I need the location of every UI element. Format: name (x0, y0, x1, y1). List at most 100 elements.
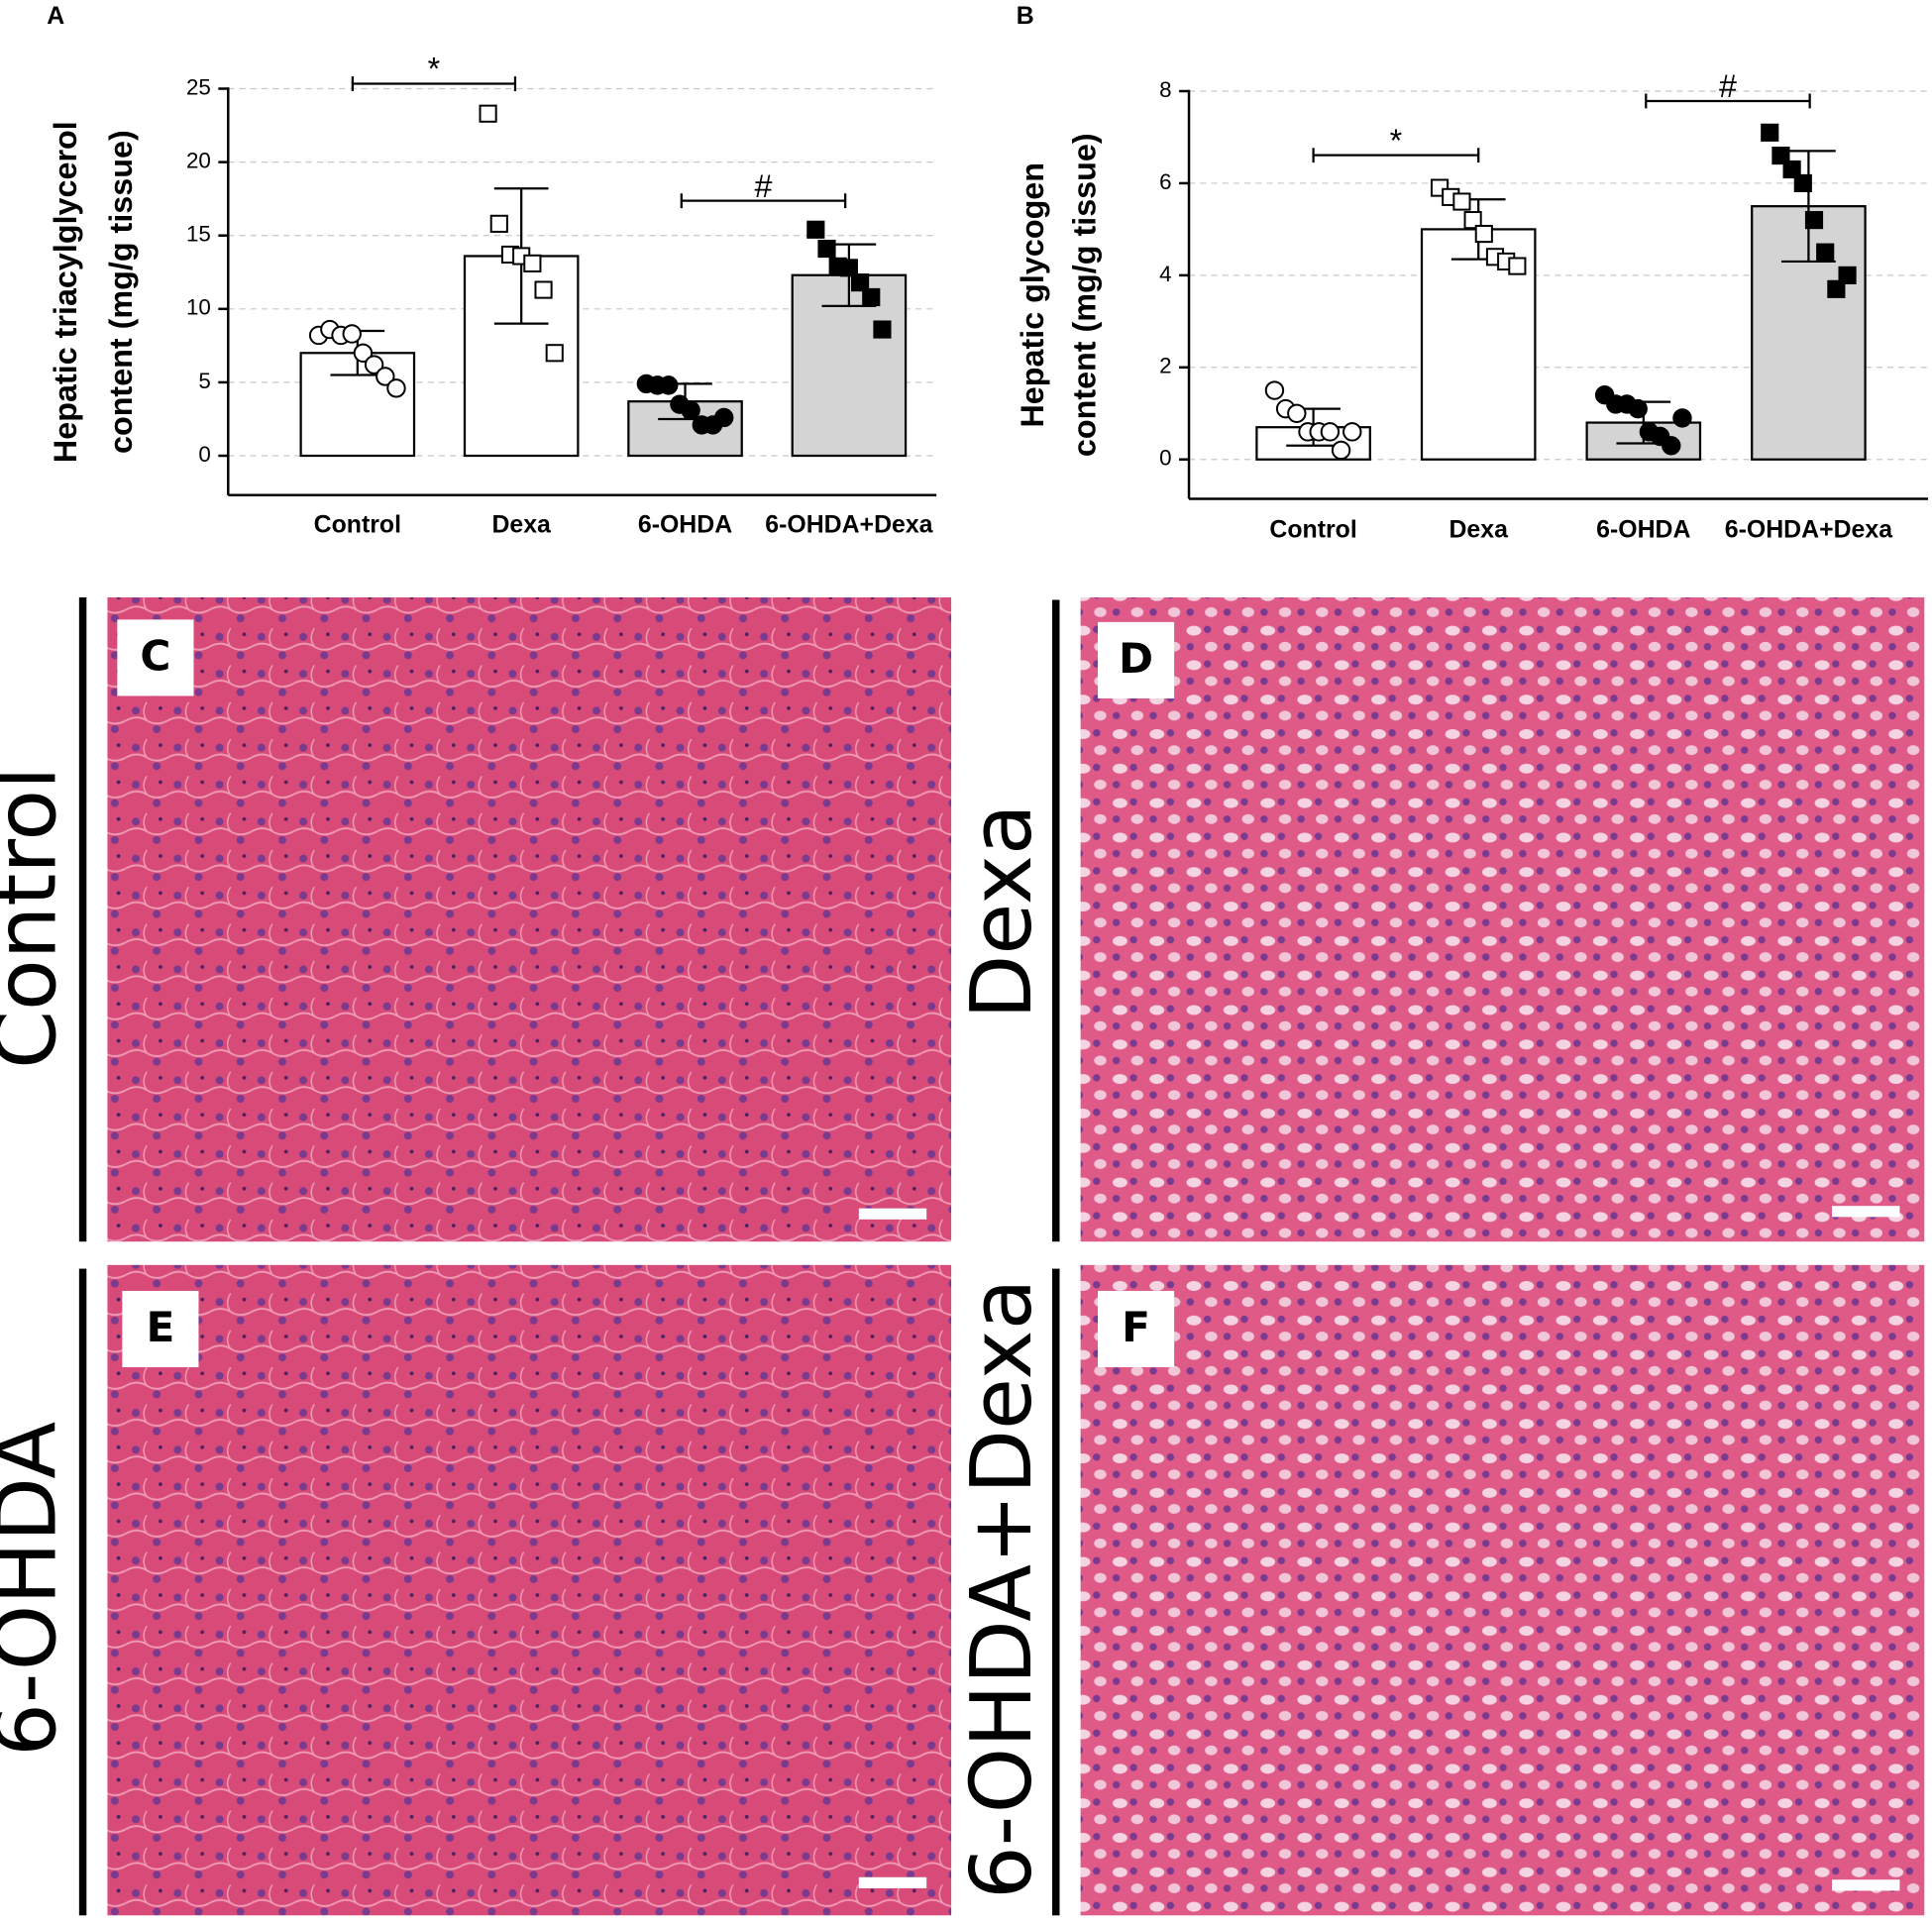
data-point (386, 378, 406, 398)
data-point (1838, 266, 1857, 284)
x-tick-label: Dexa (1449, 515, 1508, 543)
data-point (1816, 243, 1835, 262)
y-tick-label: 2 (1159, 354, 1171, 378)
data-point (1672, 408, 1692, 428)
data-point (534, 280, 553, 299)
data-point (342, 324, 362, 344)
data-point (1804, 211, 1824, 230)
panel-label: A (47, 2, 64, 30)
data-point (364, 355, 384, 374)
data-point (839, 259, 858, 277)
histology-image (107, 596, 952, 1242)
data-point (851, 273, 870, 292)
data-point (817, 239, 836, 259)
panel-letter: F (1122, 1303, 1150, 1351)
x-tick-label: 6-OHDA (1596, 515, 1690, 543)
x-tick-label: Control (314, 510, 401, 538)
y-tick-label: 15 (186, 222, 211, 247)
y-axis-label: content (mg/g tissue) (103, 130, 139, 454)
data-point (1827, 279, 1846, 298)
scale-bar (858, 1208, 927, 1220)
significance-bracket (351, 76, 517, 92)
significance-mark: # (754, 168, 772, 204)
significance-mark: # (1719, 68, 1737, 104)
group-bar (78, 1268, 87, 1916)
data-point (545, 344, 564, 363)
histology-image (107, 1264, 952, 1916)
data-point (1264, 380, 1285, 400)
data-point (1782, 160, 1801, 179)
data-point (1771, 146, 1790, 165)
histology-image (1080, 1264, 1925, 1916)
y-axis-label: Hepatic glycogen (1015, 162, 1050, 428)
data-point (713, 407, 734, 428)
data-point (1331, 440, 1351, 461)
data-point (1761, 123, 1779, 142)
significance-mark: * (1390, 123, 1403, 159)
data-point (489, 214, 508, 233)
y-tick-label: 20 (186, 149, 211, 173)
y-tick-label: 6 (1159, 169, 1171, 194)
data-point (1793, 173, 1812, 193)
scale-bar (858, 1876, 927, 1888)
data-point (1463, 211, 1482, 230)
letter-box (122, 1290, 199, 1368)
y-axis-label: Hepatic triacylglycerol (48, 121, 83, 463)
x-tick-label: 6-OHDA (638, 510, 732, 538)
histology-image (1080, 596, 1925, 1242)
y-axis-label: content (mg/g tissue) (1066, 133, 1102, 457)
data-point (1508, 257, 1527, 275)
group-label: 6-OHDA (0, 1422, 75, 1757)
y-tick-label: 0 (198, 442, 210, 467)
data-point (376, 367, 395, 386)
data-point (862, 287, 881, 307)
scale-bar (1832, 1879, 1900, 1891)
x-tick-label: Dexa (491, 510, 551, 538)
significance-bracket (1645, 93, 1811, 109)
significance-bracket (680, 193, 847, 209)
group-bar (78, 596, 87, 1242)
data-point (353, 343, 374, 363)
letter-box (117, 619, 194, 696)
panel-label: B (1017, 2, 1034, 30)
data-point (1628, 398, 1648, 419)
group-label: Control (0, 766, 75, 1069)
data-point (1662, 436, 1681, 456)
data-point (806, 220, 825, 239)
y-tick-label: 5 (198, 369, 210, 393)
group-bar (1052, 599, 1060, 1242)
significance-mark: * (428, 52, 441, 87)
x-tick-label: 6-OHDA+Dexa (765, 510, 932, 538)
group-bar (1052, 1268, 1060, 1916)
group-label: Dexa (953, 803, 1050, 1018)
panel-letter: C (140, 632, 170, 681)
data-point (659, 375, 679, 395)
histology-panels: C D E F Control Dexa 6-OHDA 6-OHDA+Dexa (0, 596, 1925, 1916)
data-point (1287, 403, 1307, 423)
panel-letter: D (1119, 634, 1153, 683)
charts: A Hepatic triacylglycerol content (mg/g ti… (47, 2, 1929, 543)
significance-bracket (1312, 148, 1480, 163)
data-point (681, 400, 700, 420)
y-tick-label: 25 (186, 74, 211, 99)
letter-box (1098, 621, 1175, 698)
y-tick-label: 10 (186, 295, 211, 320)
data-point (1474, 224, 1493, 244)
y-tick-label: 0 (1159, 446, 1171, 471)
data-point (873, 320, 892, 339)
y-tick-label: 8 (1159, 77, 1171, 102)
data-point (1452, 192, 1471, 211)
scale-bar (1832, 1206, 1900, 1218)
data-point (523, 254, 542, 272)
group-label: 6-OHDA+Dexa (953, 1279, 1050, 1899)
data-point (1342, 422, 1362, 442)
letter-box (1098, 1290, 1175, 1368)
x-tick-label: Control (1269, 515, 1356, 543)
y-tick-label: 4 (1159, 262, 1171, 286)
panel-letter: E (146, 1303, 174, 1351)
x-tick-label: 6-OHDA+Dexa (1725, 515, 1892, 543)
data-point (479, 104, 497, 123)
data-point (1320, 422, 1341, 442)
